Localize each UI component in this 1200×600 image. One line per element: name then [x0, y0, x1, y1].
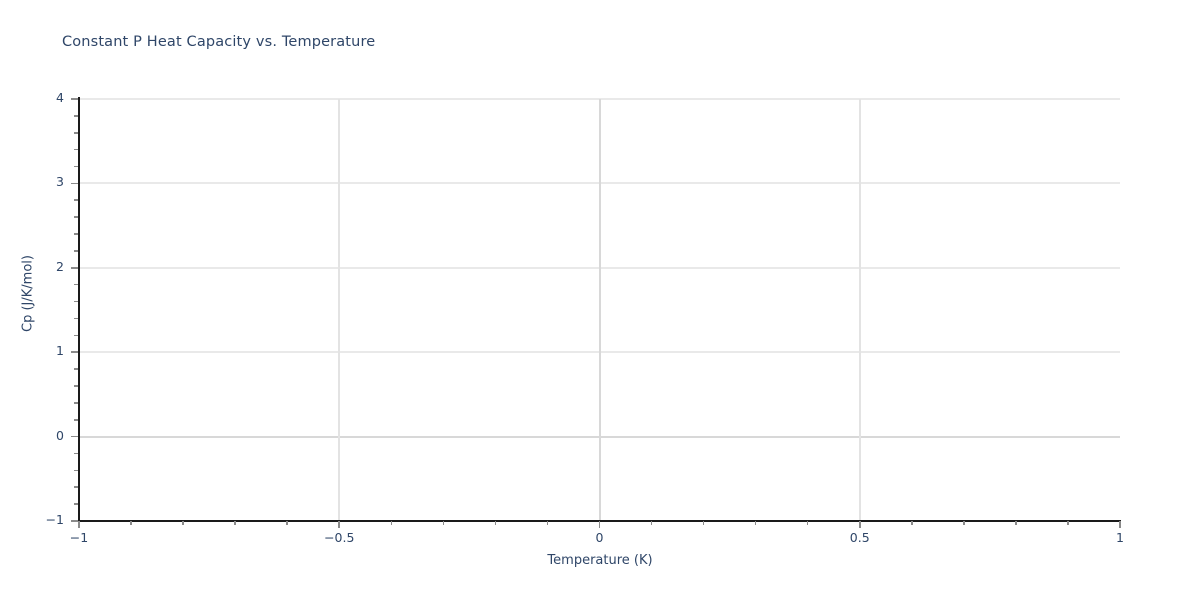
x-axis-minor-tick [182, 521, 184, 525]
x-axis-minor-tick [806, 521, 809, 525]
x-axis-tick [78, 521, 80, 528]
x-axis-minor-tick [1067, 521, 1069, 525]
x-axis-tick-label: 0.5 [849, 530, 870, 545]
y-axis-tick [71, 267, 78, 269]
y-axis-minor-tick [74, 368, 78, 370]
y-axis-minor-tick [74, 385, 78, 387]
gridline-vertical [598, 99, 601, 521]
y-axis-tick-label: 2 [56, 258, 64, 274]
x-axis-minor-tick [130, 521, 132, 525]
x-axis-minor-tick [286, 521, 288, 525]
x-axis-tick-label: −1 [69, 530, 89, 545]
x-axis-tick-label: 0 [595, 530, 604, 545]
y-axis-minor-tick [74, 503, 78, 505]
x-axis-minor-tick [1015, 521, 1017, 525]
y-axis-minor-tick [74, 115, 78, 117]
x-axis-tick-label: 1 [1116, 530, 1124, 545]
y-axis-minor-tick [74, 300, 78, 303]
x-axis-minor-tick [754, 521, 757, 525]
x-axis-minor-tick [963, 521, 965, 525]
y-axis-minor-tick [74, 216, 78, 218]
x-axis-minor-tick [702, 521, 705, 525]
gridline-vertical [858, 99, 861, 521]
y-axis-minor-tick [74, 165, 78, 168]
x-axis-minor-tick [911, 521, 913, 525]
y-axis-minor-tick [74, 402, 78, 404]
y-axis-tick-label: 0 [56, 427, 64, 443]
x-axis-tick [598, 521, 601, 528]
y-axis-minor-tick [74, 317, 78, 320]
y-axis-label: Cp (J/K/mol) [20, 255, 36, 332]
y-axis-minor-tick [74, 283, 78, 286]
x-axis-minor-tick [650, 521, 653, 525]
x-axis-minor-tick [494, 521, 497, 525]
y-axis-tick-label: 4 [56, 90, 64, 105]
y-axis-minor-tick [74, 486, 78, 489]
x-axis-tick [858, 521, 861, 528]
x-axis-tick-label: −0.5 [324, 530, 355, 545]
x-axis-minor-tick [546, 521, 549, 525]
y-axis-minor-tick [74, 250, 78, 252]
x-axis-tick [1119, 521, 1121, 528]
gridline-vertical [338, 99, 341, 521]
x-axis-label: Temperature (K) [547, 553, 653, 568]
chart-title: Constant P Heat Capacity vs. Temperature [62, 34, 376, 50]
y-axis-tick [71, 182, 78, 185]
x-axis-minor-tick [442, 521, 445, 525]
x-axis-minor-tick [390, 521, 393, 525]
y-axis-minor-tick [74, 131, 78, 134]
y-axis-tick-label: 3 [56, 174, 64, 190]
y-axis-tick [71, 520, 78, 522]
y-axis-tick-label: 1 [56, 343, 64, 359]
y-axis-tick [71, 351, 78, 353]
y-axis-tick [71, 435, 78, 438]
y-axis-minor-tick [74, 334, 78, 337]
y-axis-minor-tick [74, 418, 78, 421]
y-axis-minor-tick [74, 148, 78, 151]
plot-area[interactable] [79, 98, 1120, 521]
x-axis-spine [78, 520, 1121, 522]
y-axis-minor-tick [74, 452, 78, 455]
y-axis-minor-tick [74, 233, 78, 235]
y-axis-tick [71, 98, 78, 100]
x-axis-tick [338, 521, 341, 528]
y-axis-tick-label: −1 [45, 512, 64, 527]
y-axis-minor-tick [74, 469, 78, 472]
y-axis-minor-tick [74, 199, 78, 202]
x-axis-minor-tick [234, 521, 236, 525]
y-axis-spine [78, 97, 80, 523]
